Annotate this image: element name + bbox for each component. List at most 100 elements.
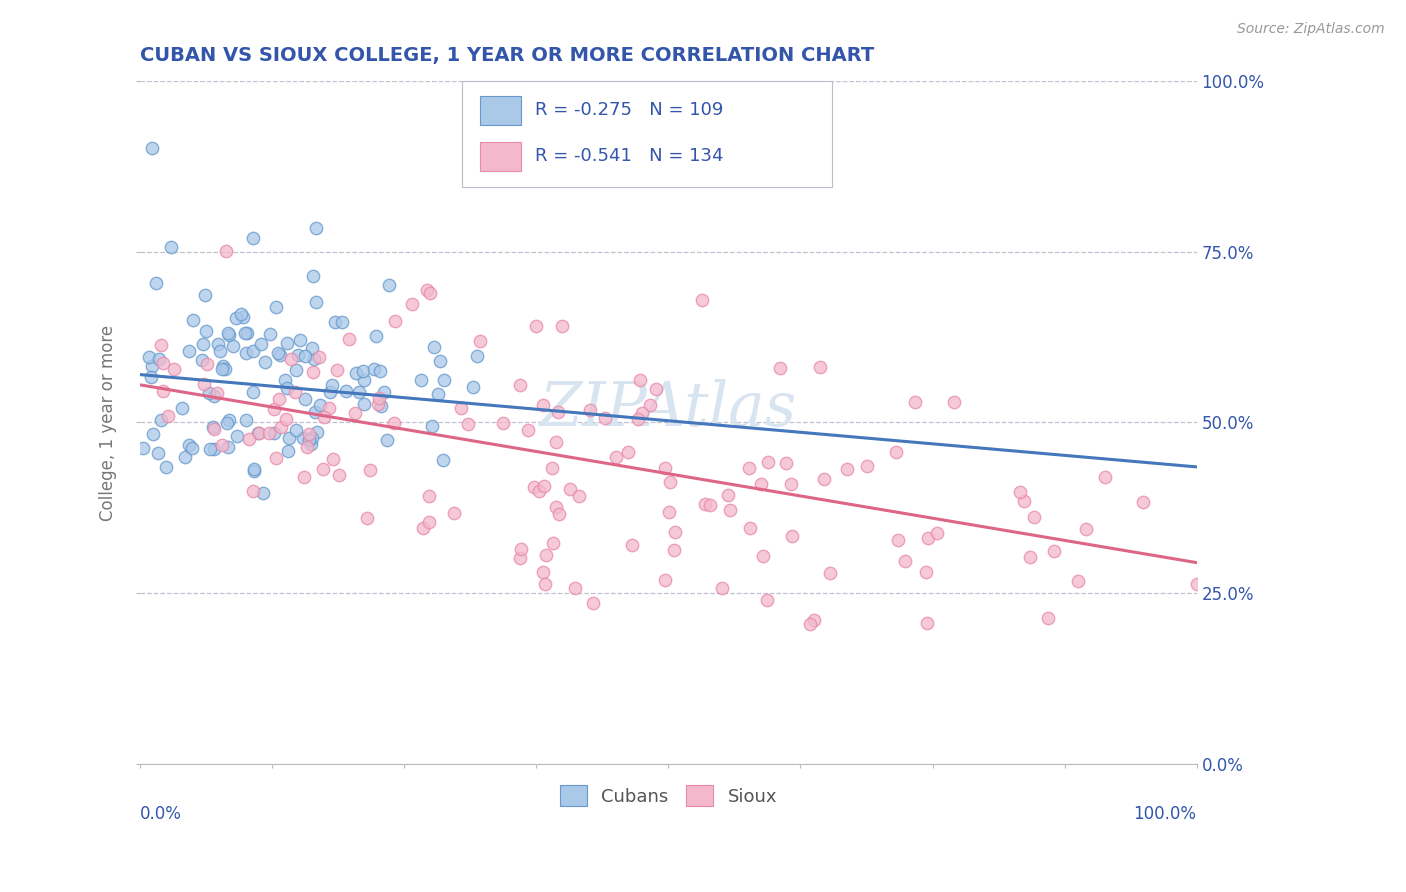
Point bbox=[419, 285, 441, 300]
Point bbox=[238, 432, 260, 446]
Legend: Cubans, Sioux: Cubans, Sioux bbox=[553, 778, 785, 814]
Point bbox=[301, 431, 323, 445]
Point bbox=[207, 337, 229, 351]
Point bbox=[418, 515, 440, 529]
Point bbox=[214, 244, 236, 259]
Point bbox=[217, 440, 239, 454]
Point bbox=[755, 593, 778, 607]
Point bbox=[249, 336, 271, 351]
Point bbox=[780, 477, 803, 491]
Point bbox=[190, 352, 212, 367]
Text: 0.0%: 0.0% bbox=[141, 805, 183, 823]
Point bbox=[292, 470, 315, 484]
Point bbox=[252, 486, 274, 500]
Point bbox=[215, 416, 238, 430]
Point bbox=[443, 506, 465, 520]
Point bbox=[217, 326, 239, 340]
Point bbox=[276, 412, 298, 426]
Point bbox=[605, 450, 627, 464]
Point bbox=[627, 412, 650, 426]
Point bbox=[259, 327, 281, 342]
Point bbox=[384, 314, 406, 328]
Point bbox=[1008, 485, 1031, 500]
Point bbox=[236, 326, 259, 341]
Point bbox=[718, 502, 741, 516]
Point bbox=[267, 392, 290, 406]
Point bbox=[214, 361, 236, 376]
Point bbox=[163, 361, 186, 376]
Point bbox=[631, 406, 654, 420]
Point bbox=[367, 397, 389, 411]
Point bbox=[226, 429, 249, 443]
Point bbox=[401, 297, 423, 311]
Point bbox=[304, 405, 326, 419]
Point bbox=[463, 380, 485, 394]
Point bbox=[808, 359, 831, 374]
Point bbox=[457, 417, 479, 432]
Point bbox=[141, 359, 163, 374]
Point bbox=[1132, 495, 1154, 509]
Point bbox=[628, 373, 651, 387]
Point bbox=[212, 359, 235, 373]
Point bbox=[353, 397, 375, 411]
Point bbox=[276, 335, 298, 350]
Point bbox=[177, 344, 200, 359]
Point bbox=[470, 334, 492, 348]
Point bbox=[263, 425, 285, 440]
Point bbox=[142, 427, 165, 442]
Point bbox=[264, 300, 287, 314]
Point bbox=[429, 354, 451, 368]
Point bbox=[690, 293, 713, 308]
Point bbox=[312, 409, 335, 424]
Point bbox=[526, 318, 548, 333]
Point bbox=[699, 498, 721, 512]
Point bbox=[564, 581, 586, 595]
Point bbox=[242, 385, 264, 400]
Point bbox=[654, 461, 676, 475]
Point bbox=[292, 431, 315, 445]
Point bbox=[450, 401, 472, 415]
Point bbox=[904, 394, 927, 409]
Point bbox=[242, 231, 264, 245]
Point bbox=[344, 366, 367, 380]
Point bbox=[218, 328, 240, 343]
Point bbox=[942, 395, 965, 409]
Point bbox=[152, 384, 174, 399]
Point bbox=[302, 365, 325, 379]
Point bbox=[378, 277, 401, 292]
Point bbox=[548, 507, 571, 521]
Point bbox=[243, 462, 266, 476]
Point bbox=[855, 458, 877, 473]
Text: CUBAN VS SIOUX COLLEGE, 1 YEAR OR MORE CORRELATION CHART: CUBAN VS SIOUX COLLEGE, 1 YEAR OR MORE C… bbox=[141, 46, 875, 65]
Point bbox=[337, 332, 360, 346]
Point bbox=[582, 596, 605, 610]
Point bbox=[148, 352, 170, 367]
Point bbox=[235, 413, 257, 427]
Point bbox=[294, 392, 316, 407]
Point bbox=[263, 402, 285, 417]
Point bbox=[335, 384, 357, 398]
Point bbox=[737, 460, 759, 475]
Point bbox=[1018, 549, 1040, 564]
Point bbox=[233, 326, 256, 340]
Point bbox=[659, 475, 682, 490]
FancyBboxPatch shape bbox=[481, 142, 520, 171]
Point bbox=[197, 357, 219, 371]
Point bbox=[352, 364, 374, 378]
Point bbox=[373, 384, 395, 399]
Point bbox=[465, 350, 488, 364]
Point bbox=[247, 425, 270, 440]
Point bbox=[427, 386, 450, 401]
Point bbox=[132, 441, 155, 455]
Point bbox=[738, 521, 761, 535]
Point bbox=[370, 400, 392, 414]
Point bbox=[301, 341, 323, 355]
Point bbox=[803, 613, 825, 627]
Point bbox=[756, 455, 779, 469]
Point bbox=[308, 350, 330, 364]
Point bbox=[560, 482, 582, 496]
Text: R = -0.541   N = 134: R = -0.541 N = 134 bbox=[536, 147, 724, 165]
Point bbox=[927, 526, 949, 541]
Point bbox=[202, 442, 225, 457]
Point bbox=[287, 348, 309, 362]
